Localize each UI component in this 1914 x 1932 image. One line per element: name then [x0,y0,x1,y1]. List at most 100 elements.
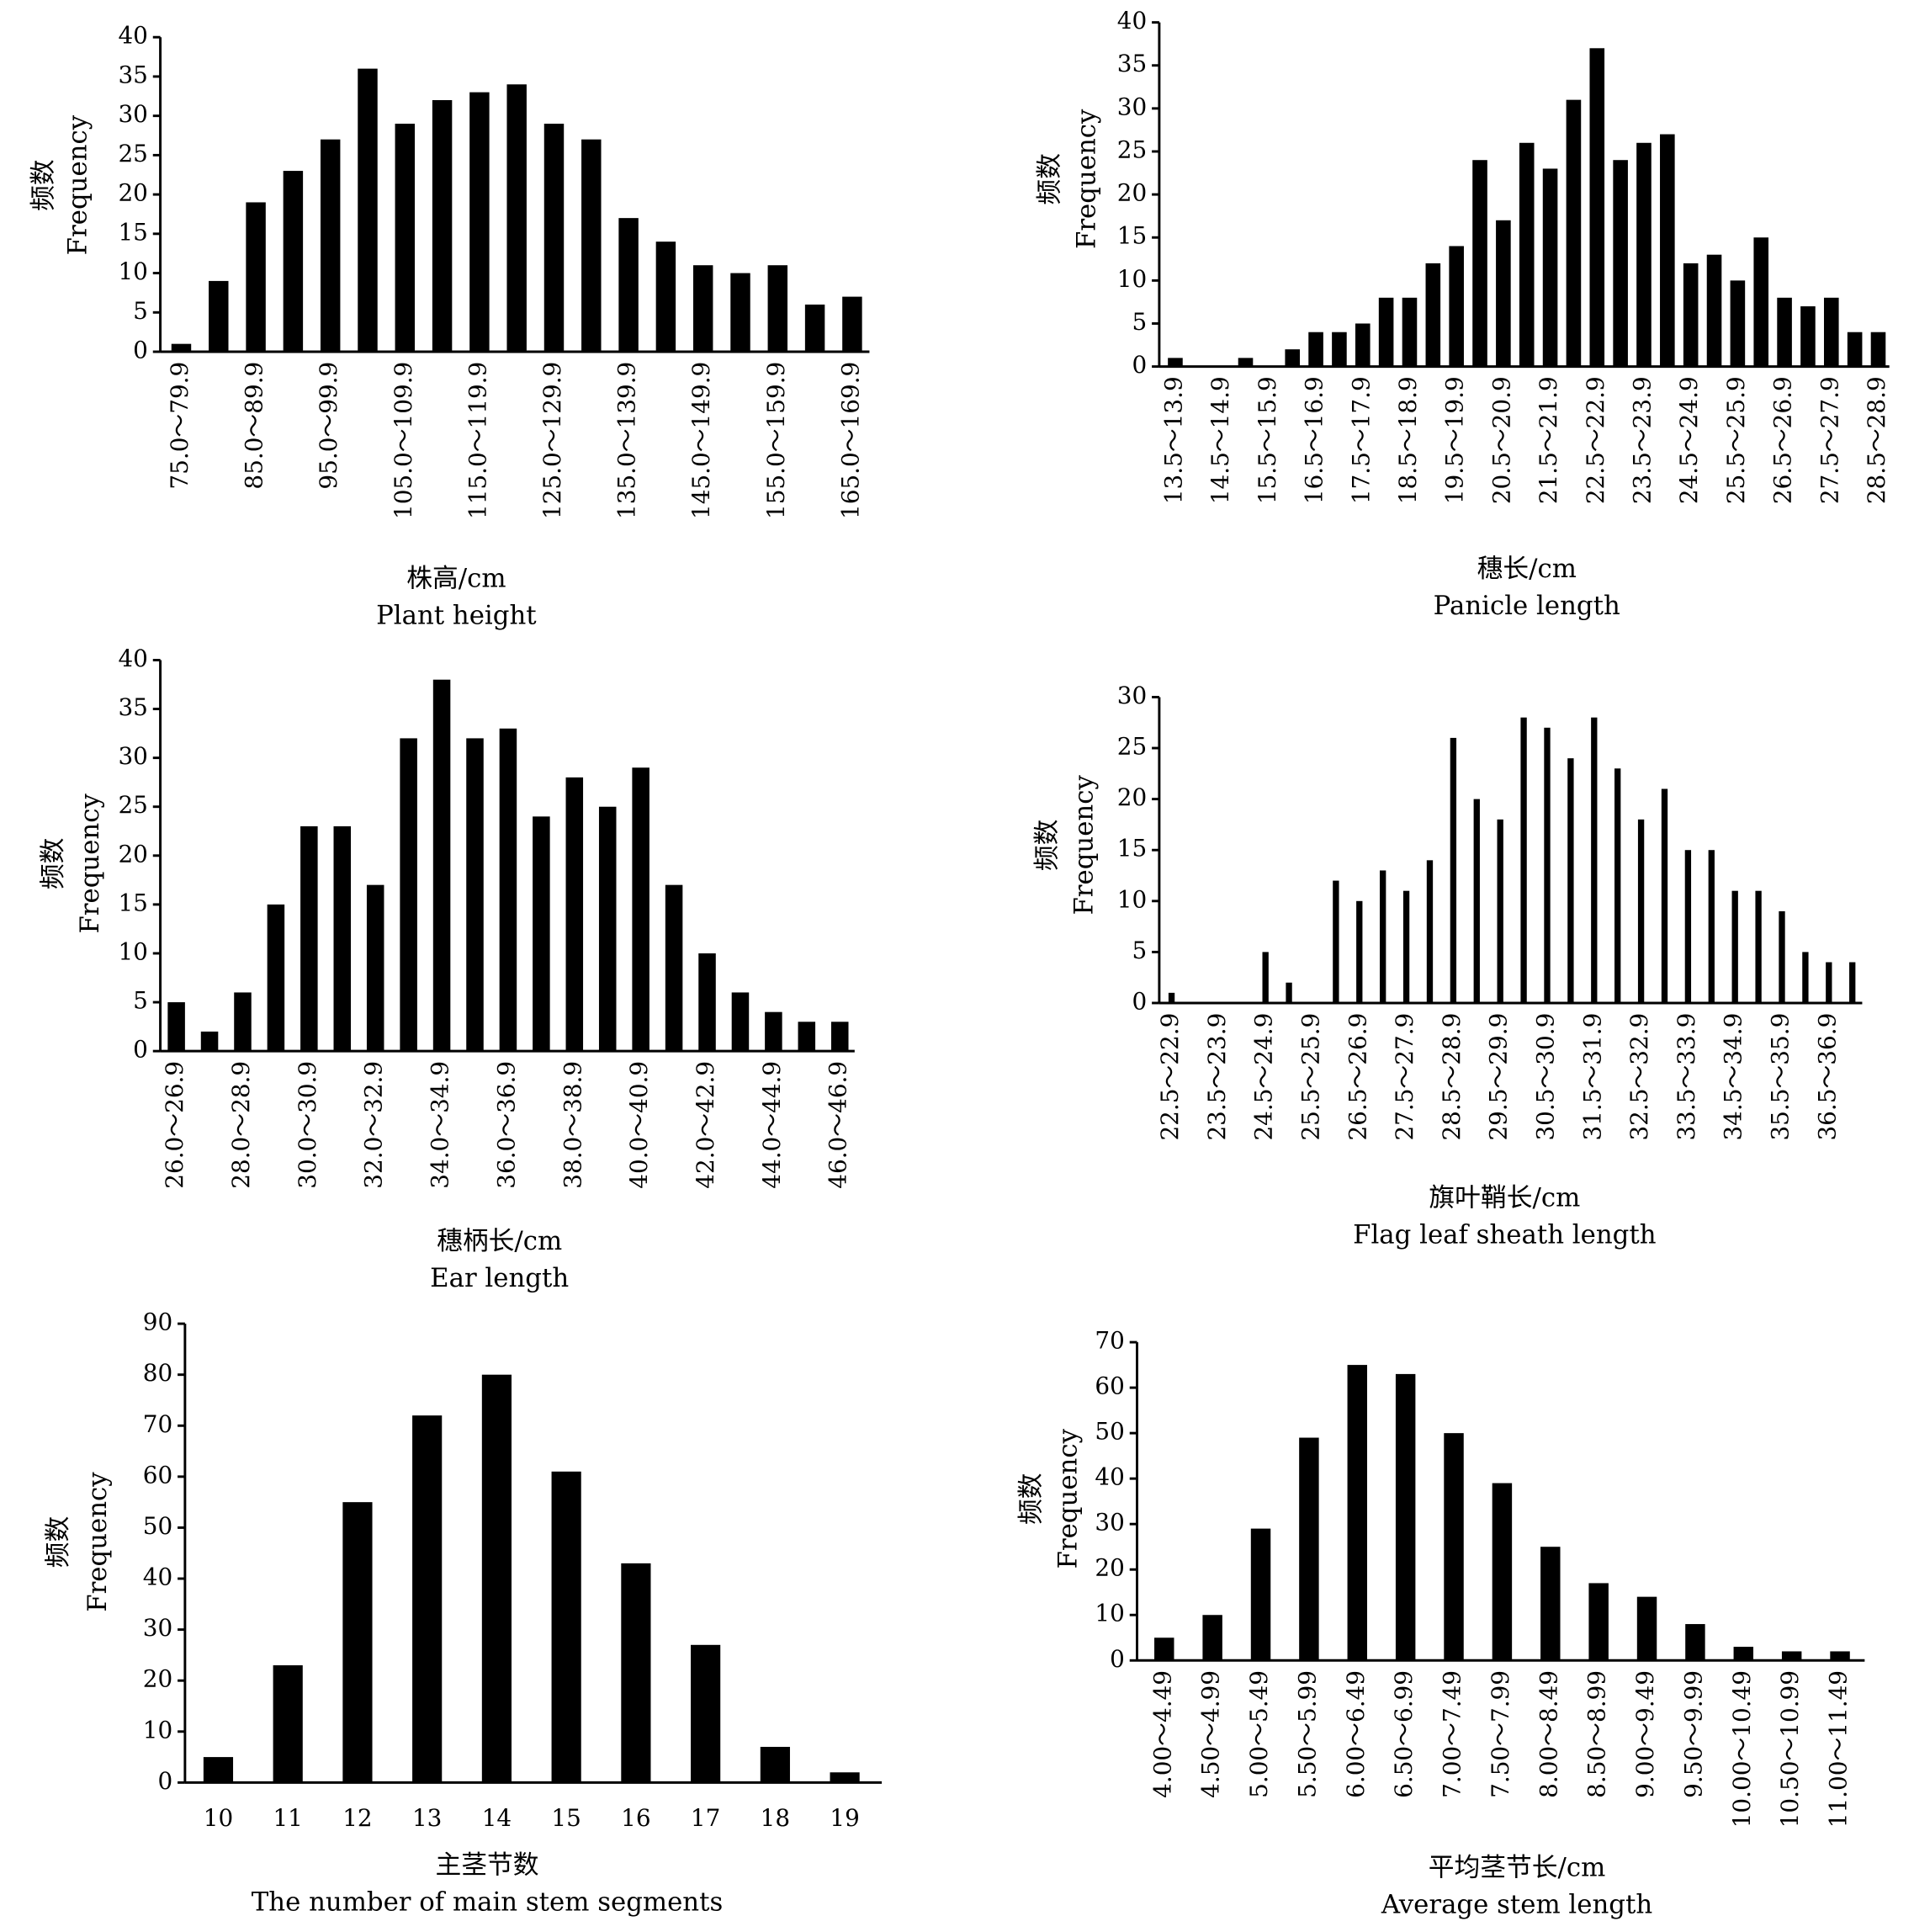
bar [1520,717,1527,1003]
x-tick-label: 135.0～139.9 [613,362,641,519]
bar [1449,246,1464,367]
bar [203,1757,234,1783]
bar [506,84,527,353]
bar [432,679,451,1052]
y-tick-label: 35 [118,693,147,721]
bar [665,884,683,1052]
bar [1684,850,1692,1003]
bar [1733,1647,1754,1661]
y-tick-label: 25 [118,791,147,819]
bar [358,68,378,353]
x-tick-label: 13.5～13.9 [1159,376,1187,504]
x-tick-label: 85.0～89.9 [241,362,268,490]
bar [1823,297,1839,367]
x-tick-label: 21.5～21.9 [1535,376,1562,504]
bar [1308,332,1323,367]
x-tick-label: 27.5～27.9 [1816,376,1843,504]
bar [767,265,788,353]
bar [798,1022,816,1052]
x-tick-label: 24.5～24.9 [1250,1013,1278,1141]
bar [1636,1596,1657,1661]
x-tick-label: 31.5～31.9 [1578,1013,1606,1141]
bar [1168,358,1183,367]
bar [342,1502,373,1783]
bar [1753,237,1769,367]
x-tick-label: 7.00～7.49 [1439,1670,1466,1798]
x-tick-label: 9.00～9.49 [1631,1670,1659,1798]
bar [1802,952,1809,1003]
x-tick-label: 5.00～5.49 [1245,1670,1273,1798]
x-tick-label: 46.0～46.9 [824,1061,852,1189]
x-tick-label: 32.5～32.9 [1625,1013,1653,1141]
x-tick-label: 34.0～34.9 [427,1061,454,1189]
bar [1355,323,1371,367]
x-tick-label: 12 [342,1804,372,1832]
x-tick-label: 10 [204,1804,233,1832]
bar [1730,280,1746,367]
y-tick-label: 40 [1117,7,1147,34]
bar [1332,332,1347,367]
bar [1402,890,1410,1003]
y-tick-label: 50 [1095,1418,1124,1446]
y-tick-label: 60 [143,1461,172,1489]
x-axis-title: 旗叶鞘长/cm [1429,1183,1580,1213]
bar [1636,142,1652,367]
y-axis-title-en: Frequency [1052,1428,1083,1568]
y-tick-label: 25 [1117,135,1147,163]
bar [804,304,825,353]
x-tick-label: 25.5～25.9 [1296,1013,1324,1141]
y-tick-label: 70 [143,1410,172,1438]
x-tick-label: 35.5～35.9 [1767,1013,1795,1141]
bar [1826,962,1832,1003]
bar [234,992,252,1052]
bar [1492,1483,1513,1661]
bar [1683,263,1699,367]
x-axis-title: 穗柄长/cm [437,1226,562,1256]
y-tick-label: 0 [1110,1645,1125,1673]
x-axis-title: 平均茎节长/cm [1429,1853,1606,1883]
x-tick-label: 16 [621,1804,650,1832]
bar [830,1022,849,1052]
bar [1496,220,1511,367]
x-tick-label: 23.5～23.9 [1203,1013,1231,1141]
x-tick-label: 6.00～6.49 [1342,1670,1370,1798]
bar [1706,254,1722,367]
bar [1870,332,1886,367]
x-tick-label: 155.0～159.9 [762,362,790,519]
x-axis-title-en: The number of main stem segments [252,1887,724,1918]
y-tick-label: 10 [1117,885,1147,913]
x-tick-label: 23.5～23.9 [1628,376,1656,504]
x-axis-title-en: Average stem length [1381,1889,1652,1919]
bar [273,1665,303,1783]
x-tick-label: 9.50～9.99 [1679,1670,1707,1798]
x-tick-label: 14 [482,1804,512,1832]
bar [1566,99,1582,367]
bar [1444,1433,1464,1661]
bar [412,1415,443,1783]
x-tick-label: 18.5～18.9 [1394,376,1422,504]
bar [1450,737,1457,1003]
x-tick-label: 8.00～8.49 [1535,1670,1562,1798]
x-tick-label: 10.00～10.49 [1728,1670,1756,1828]
x-tick-label: 44.0～44.9 [758,1061,786,1189]
y-axis-title-en: Frequency [1068,775,1099,916]
bar [1286,982,1292,1003]
x-tick-label: 4.50～4.99 [1197,1670,1225,1798]
bar [1285,349,1301,367]
bar [1202,1615,1222,1661]
y-axis-title: 频数 [1034,153,1064,205]
bar [1519,142,1535,367]
x-tick-label: 10.50～10.99 [1776,1670,1804,1828]
bar [469,92,490,353]
bar [1402,297,1418,367]
y-tick-label: 10 [1095,1600,1124,1627]
x-tick-label: 32.0～32.9 [360,1061,388,1189]
bar [1755,890,1762,1003]
bar [167,1002,185,1052]
x-tick-label: 8.50～8.99 [1583,1670,1611,1798]
bar [1614,768,1621,1003]
bar [543,124,565,353]
x-tick-label: 26.5～26.9 [1769,376,1797,504]
x-tick-label: 20.5～20.9 [1487,376,1515,504]
